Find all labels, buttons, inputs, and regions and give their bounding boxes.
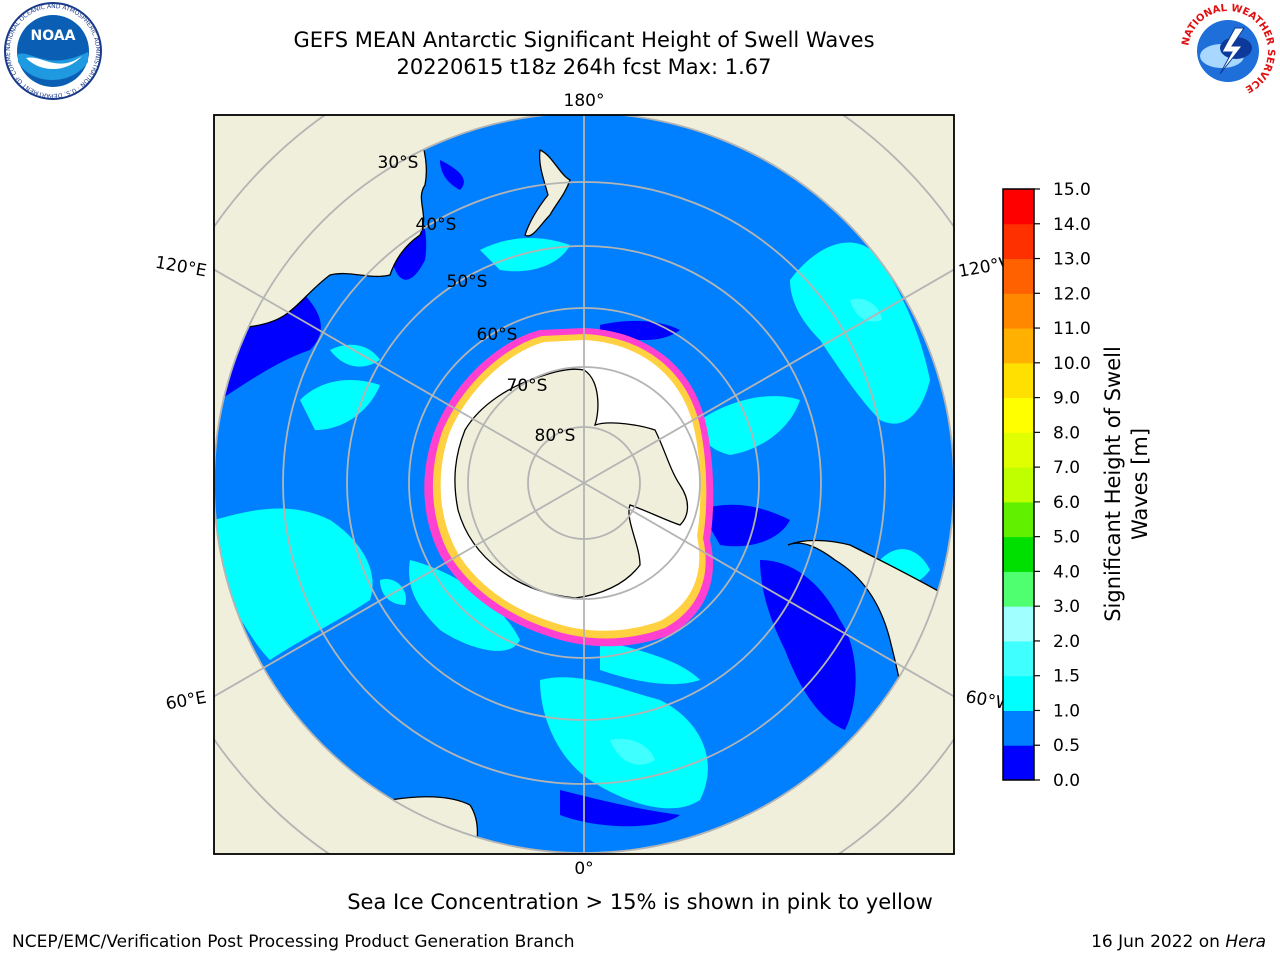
host-name: Hera bbox=[1225, 932, 1266, 952]
colorbar-label: Significant Height of Swell Waves [m] bbox=[1101, 346, 1152, 622]
colorbar-bin bbox=[1003, 675, 1034, 711]
colorbar-bin bbox=[1003, 432, 1034, 468]
colorbar-tick-label: 15.0 bbox=[1053, 180, 1091, 200]
colorbar-ticks: 0.0 0.5 1.0 1.5 2.0 3.0 4.0 5.0 6.0 7.0 8.0 9.0 10.0… bbox=[1034, 180, 1091, 791]
colorbar-bin bbox=[1003, 328, 1034, 364]
lat-label-50s: 50°S bbox=[447, 272, 488, 292]
lon-label-180: 180° bbox=[564, 91, 605, 111]
lat-label-40s: 40°S bbox=[416, 215, 457, 235]
colorbar-tick-label: 2.0 bbox=[1053, 632, 1080, 652]
colorbar-tick-label: 7.0 bbox=[1053, 458, 1080, 478]
colorbar-bin bbox=[1003, 606, 1034, 642]
colorbar-bin bbox=[1003, 397, 1034, 433]
colorbar-bin bbox=[1003, 223, 1034, 260]
colorbar-tick-label: 14.0 bbox=[1053, 215, 1091, 235]
colorbar-bin bbox=[1003, 640, 1034, 677]
colorbar-label-line1: Significant Height of Swell bbox=[1101, 346, 1125, 622]
lon-label-60e: 60°E bbox=[164, 688, 208, 715]
map-subtitle: 20220615 t18z 264h fcst Max: 1.67 bbox=[396, 55, 772, 79]
colorbar-tick-label: 5.0 bbox=[1053, 528, 1080, 548]
new-zealand bbox=[524, 149, 571, 237]
noaa-text: NOAA bbox=[31, 28, 76, 44]
colorbar-bin bbox=[1003, 189, 1034, 225]
noaa-logo: NATIONAL OCEANIC AND ATMOSPHERIC ADMINIS… bbox=[2, 2, 102, 100]
sea-ice-note: Sea Ice Concentration > 15% is shown in … bbox=[347, 890, 933, 914]
colorbar-bin bbox=[1003, 571, 1034, 607]
colorbar-bin bbox=[1003, 258, 1034, 294]
colorbar bbox=[1003, 189, 1034, 781]
colorbar-frame bbox=[1002, 188, 1035, 781]
colorbar-bin bbox=[1003, 293, 1034, 329]
meridians bbox=[214, 115, 954, 854]
colorbar-tick-label: 6.0 bbox=[1053, 493, 1080, 513]
lat-label-80s: 80°S bbox=[535, 426, 576, 446]
colorbar-tick-label: 1.0 bbox=[1053, 701, 1080, 721]
colorbar-tick-label: 1.5 bbox=[1053, 667, 1080, 687]
colorbar-bin bbox=[1003, 745, 1034, 781]
colorbar-bin bbox=[1003, 501, 1034, 538]
colorbar-tick-label: 10.0 bbox=[1053, 354, 1091, 374]
colorbar-tick-label: 0.0 bbox=[1053, 771, 1080, 791]
map-frame bbox=[213, 114, 955, 855]
colorbar-tick-label: 0.5 bbox=[1053, 736, 1080, 756]
colorbar-bin bbox=[1003, 467, 1034, 503]
date-value: 16 Jun 2022 on bbox=[1091, 932, 1226, 952]
colorbar-bin bbox=[1003, 710, 1034, 746]
colorbar-tick-label: 12.0 bbox=[1053, 284, 1091, 304]
lat-label-30s: 30°S bbox=[378, 153, 419, 173]
lon-label-0: 0° bbox=[574, 859, 593, 879]
colorbar-label-line2: Waves [m] bbox=[1128, 428, 1152, 540]
colorbar-tick-label: 8.0 bbox=[1053, 423, 1080, 443]
lon-label-120e: 120°E bbox=[154, 253, 208, 282]
map-title: GEFS MEAN Antarctic Significant Height o… bbox=[293, 28, 875, 52]
lat-label-70s: 70°S bbox=[507, 376, 548, 396]
credit-text: NCEP/EMC/Verification Post Processing Pr… bbox=[12, 932, 575, 952]
lat-label-60s: 60°S bbox=[477, 325, 518, 345]
nws-logo: NATIONAL WEATHER SERVICE bbox=[1180, 3, 1276, 99]
colorbar-tick-label: 9.0 bbox=[1053, 389, 1080, 409]
colorbar-tick-label: 11.0 bbox=[1053, 319, 1091, 339]
colorbar-tick-label: 4.0 bbox=[1053, 562, 1080, 582]
colorbar-bin bbox=[1003, 362, 1034, 399]
map-panel bbox=[214, 115, 954, 854]
colorbar-tick-label: 13.0 bbox=[1053, 250, 1091, 270]
antarctica bbox=[454, 368, 689, 599]
colorbar-tick-label: 3.0 bbox=[1053, 597, 1080, 617]
colorbar-bin bbox=[1003, 536, 1034, 572]
date-text: 16 Jun 2022 on Hera bbox=[1091, 932, 1266, 952]
